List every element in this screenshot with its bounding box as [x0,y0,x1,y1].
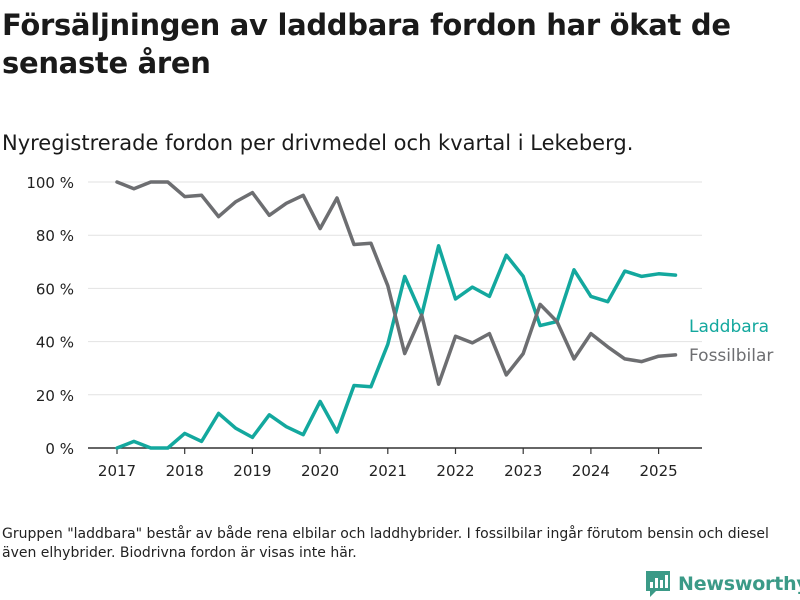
y-tick-label: 0 % [45,440,74,458]
series-line-laddbara [115,244,678,450]
chart-title: Försäljningen av laddbara fordon har öka… [2,8,731,80]
x-tick-label: 2018 [166,462,204,480]
chart-subtitle: Nyregistrerade fordon per drivmedel och … [2,131,634,155]
series-lines [115,180,678,450]
footnote: Gruppen "laddbara" består av både rena e… [2,526,769,561]
x-tick-label: 2022 [436,462,474,480]
y-tick-label: 80 % [36,227,74,245]
x-tick-label: 2020 [301,462,339,480]
series-label-fossilbilar: Fossilbilar [689,346,773,366]
x-tick-label: 2019 [233,462,271,480]
brand-name: Newsworthy [678,573,800,595]
grid-lines [88,181,702,396]
x-tick-label: 2023 [504,462,542,480]
x-tick-label: 2025 [640,462,678,480]
bar-chart-logo-icon [646,571,670,597]
y-tick-label: 60 % [36,280,74,298]
x-tick-label: 2024 [572,462,610,480]
y-tick-label: 100 % [26,174,74,192]
x-tick-label: 2021 [369,462,407,480]
line-chart: 0 % 20 % 40 % 60 % 80 % 100 % 2017 2018 2019 202… [26,174,773,480]
y-tick-label: 20 % [36,387,74,405]
series-labels: Laddbara Fossilbilar [689,317,773,366]
x-axis: 2017 2018 2019 2020 2021 2022 2023 2024 2025 [88,447,702,480]
series-label-laddbara: Laddbara [689,317,769,337]
y-tick-label: 40 % [36,334,74,352]
series-line-fossilbilar [115,180,678,386]
brand-logo: Newsworthy [644,569,800,599]
x-tick-label: 2017 [98,462,136,480]
y-tick-labels: 0 % 20 % 40 % 60 % 80 % 100 % [26,174,74,458]
